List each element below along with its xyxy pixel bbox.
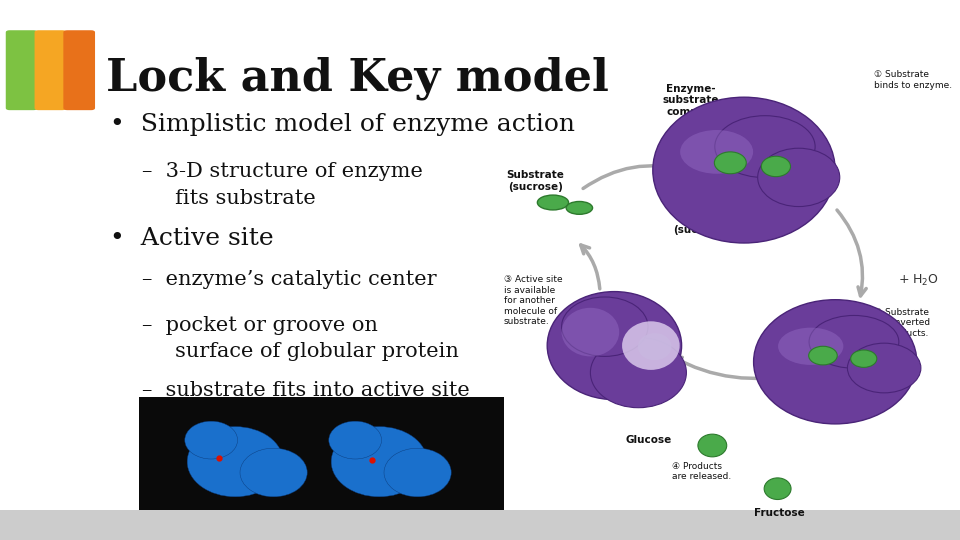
- Text: –  pocket or groove on
     surface of globular protein: – pocket or groove on surface of globula…: [142, 316, 459, 361]
- FancyBboxPatch shape: [139, 397, 504, 510]
- Ellipse shape: [754, 300, 917, 424]
- Ellipse shape: [562, 297, 648, 356]
- Ellipse shape: [778, 328, 843, 365]
- Ellipse shape: [622, 321, 680, 370]
- Ellipse shape: [851, 350, 876, 367]
- FancyBboxPatch shape: [35, 30, 66, 110]
- Ellipse shape: [715, 116, 815, 178]
- Text: Enzyme
(sucrase): Enzyme (sucrase): [673, 213, 729, 235]
- Text: Substrate
(sucrose): Substrate (sucrose): [507, 170, 564, 192]
- Text: –  enzyme’s catalytic center: – enzyme’s catalytic center: [142, 270, 437, 289]
- Ellipse shape: [698, 434, 727, 457]
- Ellipse shape: [331, 427, 427, 497]
- Ellipse shape: [848, 343, 921, 393]
- Ellipse shape: [240, 448, 307, 497]
- Text: Enzyme-
substrate
complex: Enzyme- substrate complex: [663, 84, 719, 117]
- Ellipse shape: [538, 195, 568, 210]
- Text: •  Simplistic model of enzyme action: • Simplistic model of enzyme action: [110, 113, 575, 137]
- FancyBboxPatch shape: [0, 510, 960, 540]
- Ellipse shape: [590, 338, 686, 408]
- Ellipse shape: [184, 421, 238, 459]
- Ellipse shape: [384, 448, 451, 497]
- Text: + H$_2$O: + H$_2$O: [898, 273, 939, 288]
- Text: Glucose: Glucose: [626, 435, 672, 445]
- Ellipse shape: [187, 427, 283, 497]
- Text: Lock and Key model: Lock and Key model: [106, 57, 609, 100]
- Ellipse shape: [638, 333, 672, 360]
- Text: Fructose: Fructose: [755, 508, 804, 518]
- Ellipse shape: [808, 346, 837, 365]
- Text: •  Active site: • Active site: [110, 227, 274, 250]
- Text: –  3-D structure of enzyme
     fits substrate: – 3-D structure of enzyme fits substrate: [142, 162, 423, 207]
- Text: ① Substrate
binds to enzyme.: ① Substrate binds to enzyme.: [874, 70, 951, 90]
- FancyBboxPatch shape: [6, 30, 37, 110]
- Text: –  substrate fits into active site: – substrate fits into active site: [142, 381, 469, 400]
- Ellipse shape: [328, 421, 381, 459]
- Text: ③ Active site
is available
for another
molecule of
substrate.: ③ Active site is available for another m…: [504, 275, 563, 326]
- Ellipse shape: [562, 308, 619, 356]
- Text: ④ Products
are released.: ④ Products are released.: [672, 462, 732, 481]
- Ellipse shape: [681, 130, 754, 174]
- Ellipse shape: [764, 478, 791, 500]
- Ellipse shape: [757, 148, 840, 206]
- Text: ② Substrate
is converted
to products.: ② Substrate is converted to products.: [874, 308, 929, 338]
- Ellipse shape: [566, 201, 592, 214]
- FancyBboxPatch shape: [63, 30, 95, 110]
- Ellipse shape: [809, 315, 899, 368]
- Ellipse shape: [547, 292, 682, 400]
- Ellipse shape: [653, 97, 835, 243]
- Ellipse shape: [714, 152, 746, 174]
- Ellipse shape: [761, 156, 790, 177]
